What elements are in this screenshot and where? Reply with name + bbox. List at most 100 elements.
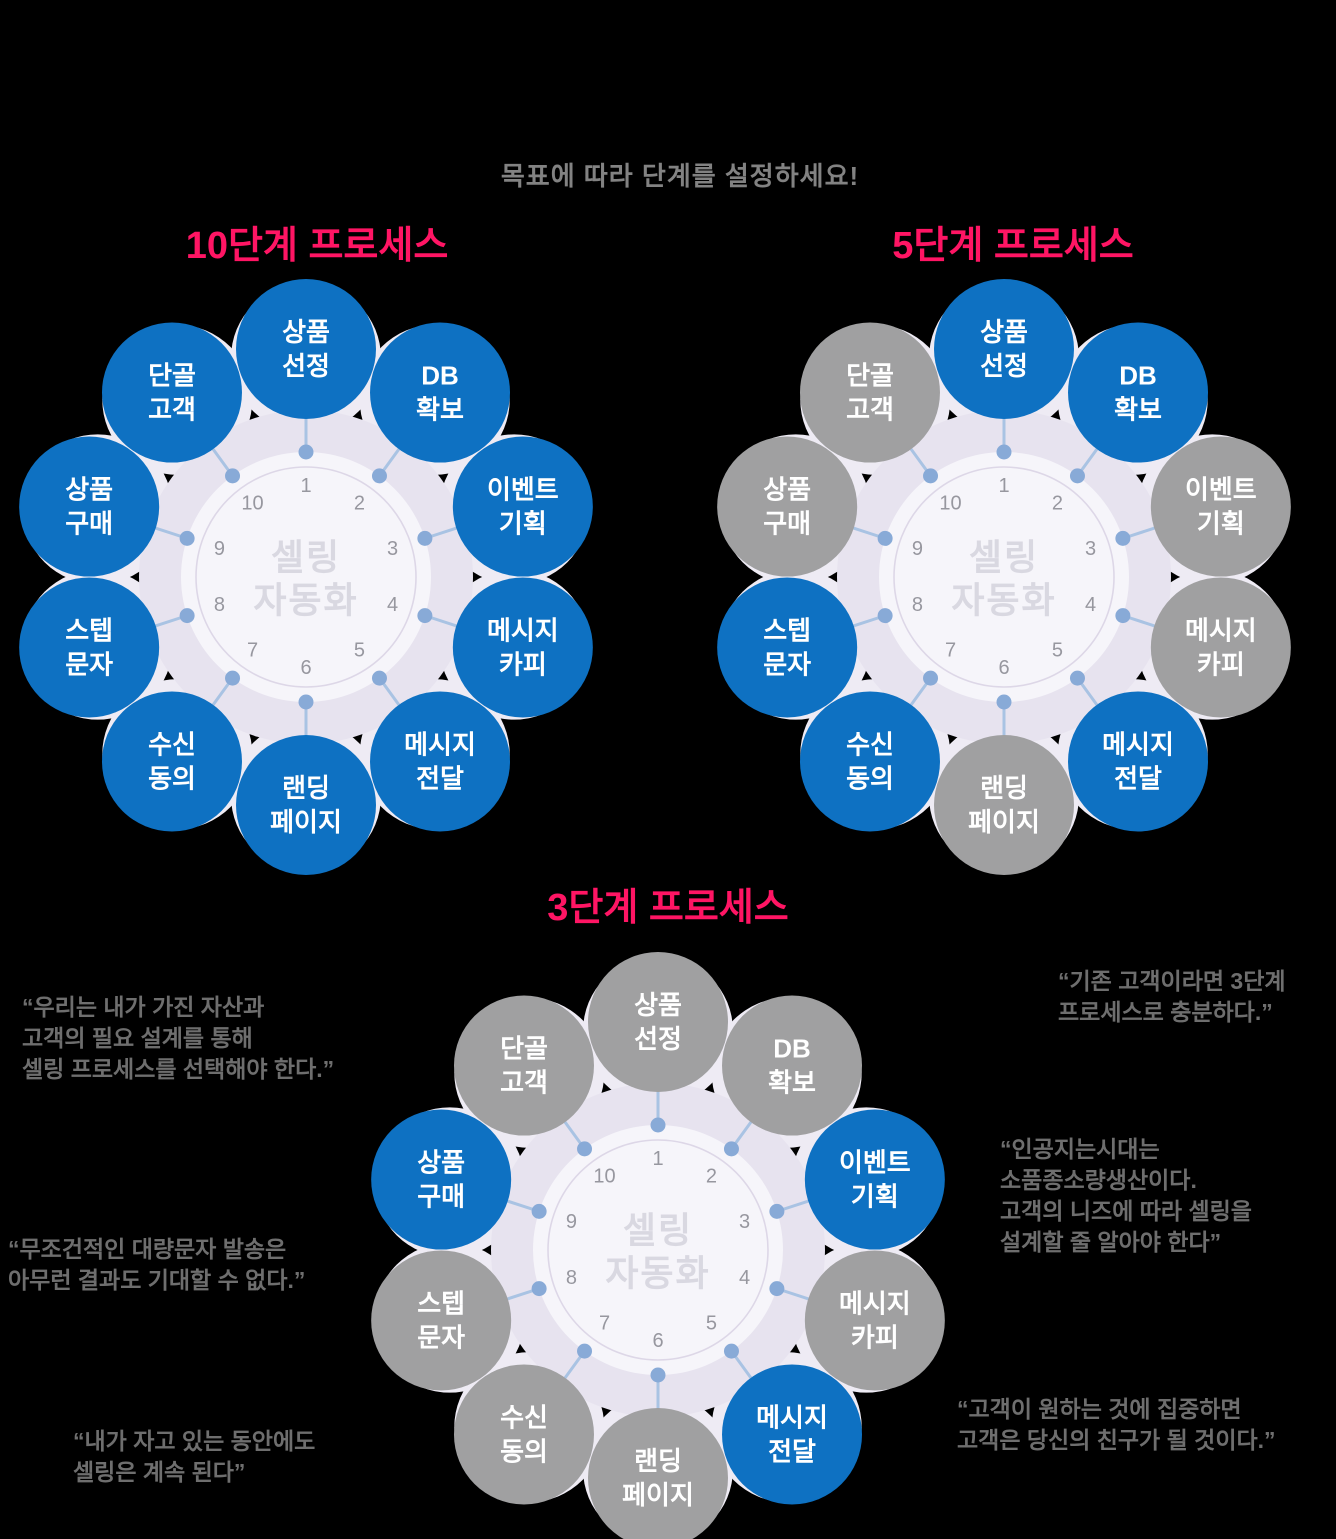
step-label-line2: 문자	[763, 649, 811, 679]
step-label-line1: 단골	[846, 361, 894, 391]
connector-dot	[298, 444, 314, 460]
step-label-line1: 수신	[500, 1402, 548, 1432]
step-label-line2: 페이지	[622, 1480, 694, 1510]
connector-dot	[417, 530, 433, 546]
step-circle	[804, 1250, 945, 1391]
step-circle	[717, 577, 858, 718]
quote-asset-design: “우리는 내가 가진 자산과 고객의 필요 설계를 통해 셀링 프로세스를 선택…	[22, 994, 335, 1083]
step-circle	[722, 995, 863, 1136]
step-number: 4	[387, 594, 398, 616]
step-circle	[370, 322, 511, 463]
number-ring	[893, 466, 1115, 688]
step-number: 10	[241, 492, 263, 514]
step-label-line2: 고객	[846, 395, 894, 425]
step-circle	[717, 436, 858, 577]
step-label-line2: 선정	[282, 351, 330, 381]
step-label-line2: 동의	[500, 1436, 548, 1466]
quote-selling-while-sleeping: “내가 자고 있는 동안에도 셀링은 계속 된다”	[73, 1428, 316, 1486]
connector-dot	[577, 1141, 593, 1157]
step-number: 5	[1052, 640, 1063, 662]
step-label-line2: 확보	[768, 1068, 816, 1098]
step-circle	[453, 1364, 594, 1505]
step-number: 2	[1052, 492, 1063, 514]
step-label-line1: 스텝	[763, 615, 811, 645]
connector-dot	[996, 444, 1012, 460]
step-label-line2: 고객	[500, 1068, 548, 1098]
center-label-selling-automation: 자동화	[253, 580, 358, 621]
step-number: 3	[387, 538, 398, 560]
quote-customer-focus: “고객이 원하는 것에 집중하면 고객은 당신의 친구가 될 것이다.”	[957, 1396, 1276, 1454]
step-label-line1: 랜딩	[980, 773, 1028, 803]
step-label-line1: 상품	[980, 317, 1028, 347]
connector-dot	[723, 1343, 739, 1359]
subtitle: 목표에 따라 단계를 설정하세요!	[500, 161, 860, 191]
connector-dot	[298, 694, 314, 710]
step-label-line1: 상품	[634, 990, 682, 1020]
step-label-line2: 동의	[148, 763, 196, 793]
step-number: 1	[300, 475, 311, 497]
connector-dot	[1115, 530, 1131, 546]
step-label-line1: 랜딩	[634, 1446, 682, 1476]
step-number: 5	[354, 640, 365, 662]
step-label-line1: 상품	[65, 475, 113, 505]
step-label-line1: 상품	[763, 475, 811, 505]
process-wheel-3-step: 셀링자동화1상품선정2DB확보3이벤트기획4메시지카피5메시지전달6랜딩페이지7…	[371, 952, 945, 1539]
step-circle	[370, 691, 511, 832]
step-label-line2: 고객	[148, 395, 196, 425]
connector-dot	[179, 530, 195, 546]
step-label-line2: 전달	[768, 1436, 816, 1466]
step-label-line2: 전달	[416, 763, 464, 793]
step-circle	[934, 735, 1074, 875]
connector-dot	[769, 1203, 785, 1219]
step-number: 7	[247, 640, 258, 662]
step-number: 8	[912, 594, 923, 616]
step-number: 6	[300, 657, 311, 679]
step-label-line1: 수신	[846, 729, 894, 759]
process-wheel-5-step: 셀링자동화1상품선정2DB확보3이벤트기획4메시지카피5메시지전달6랜딩페이지7…	[717, 279, 1291, 875]
step-circle	[236, 279, 376, 419]
step-number: 7	[945, 640, 956, 662]
step-label-line2: 구매	[417, 1182, 465, 1212]
step-number: 9	[566, 1211, 577, 1233]
connector-dot	[723, 1141, 739, 1157]
step-label-line1: 메시지	[487, 615, 559, 645]
step-circle	[1068, 322, 1209, 463]
step-label-line1: 수신	[148, 729, 196, 759]
step-node-2: 2 DB 확보	[1052, 322, 1209, 514]
step-label-line2: 선정	[980, 351, 1028, 381]
step-label-line2: 기획	[851, 1182, 899, 1212]
diagram-title-3-step: 3단계 프로세스	[547, 887, 789, 929]
inner-disc	[879, 452, 1129, 702]
connector-dot	[877, 608, 893, 624]
inner-disc	[533, 1125, 783, 1375]
connector-dot	[417, 608, 433, 624]
connector-dot	[225, 468, 241, 484]
step-label-line1: 스텝	[65, 615, 113, 645]
step-label-line1: 메시지	[839, 1288, 911, 1318]
quote-bulk-message: “무조건적인 대량문자 발송은 아무런 결과도 기대할 수 없다.”	[8, 1236, 306, 1294]
connector-dot	[225, 670, 241, 686]
step-number: 10	[939, 492, 961, 514]
step-label-line2: 구매	[763, 509, 811, 539]
step-label-line1: 단골	[148, 361, 196, 391]
number-ring	[547, 1139, 769, 1361]
connector-dot	[996, 694, 1012, 710]
connector-dot	[1069, 468, 1085, 484]
step-circle	[1068, 691, 1209, 832]
step-circle	[1150, 436, 1291, 577]
